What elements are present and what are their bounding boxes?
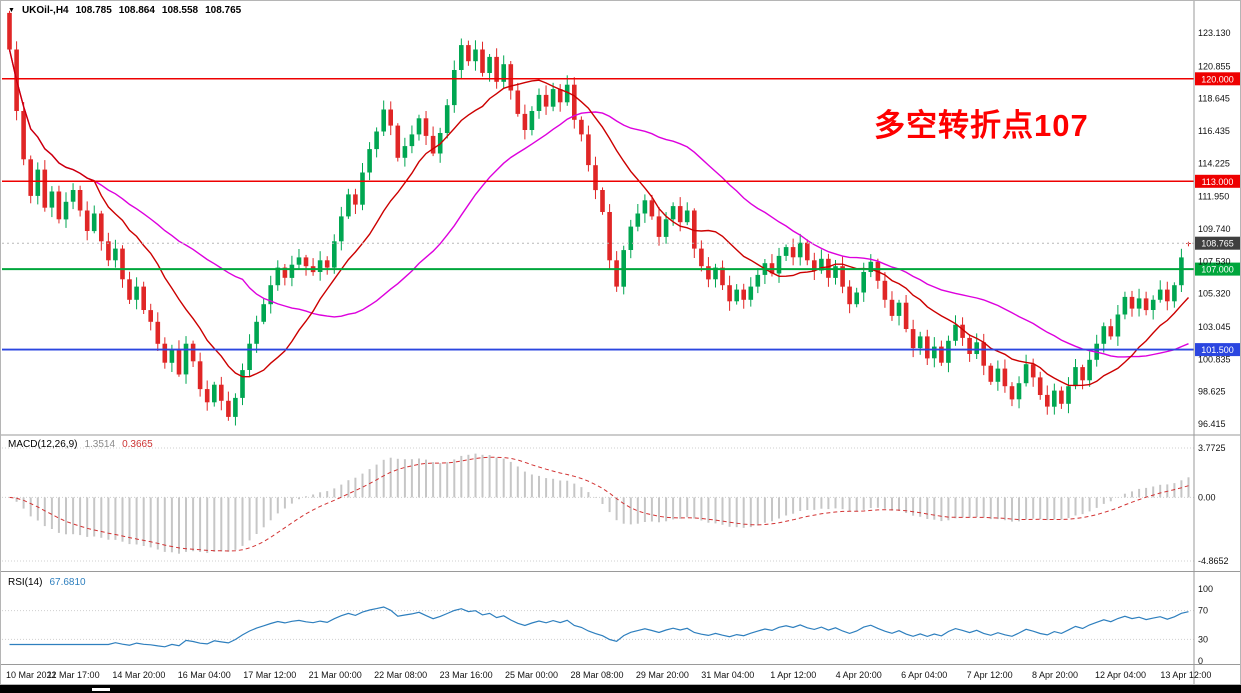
- rsi-axis-label: 0: [1198, 656, 1203, 666]
- annotation-text: 多空转折点107: [874, 108, 1089, 143]
- svg-text:107.000: 107.000: [1201, 265, 1234, 275]
- time-axis-label: 11 Mar 17:00: [47, 670, 99, 680]
- price-tag: 107.000: [1195, 262, 1240, 276]
- ohlc-high: 108.864: [118, 5, 155, 16]
- price-tag: 108.765: [1195, 236, 1240, 250]
- ohlc-low: 108.558: [161, 5, 199, 16]
- price-axis-label: 114.225: [1198, 158, 1230, 168]
- price-axis-label: 120.855: [1198, 61, 1231, 71]
- taskbar[interactable]: [0, 685, 1241, 693]
- price-tag: 113.000: [1195, 174, 1240, 188]
- taskbar-indicator-icon: [92, 688, 110, 691]
- time-axis-label: 23 Mar 16:00: [440, 670, 493, 680]
- svg-text:108.765: 108.765: [1201, 239, 1234, 249]
- price-axis-label: 123.130: [1198, 28, 1231, 38]
- rsi-line: [9, 606, 1189, 648]
- price-axis-label: 96.415: [1198, 419, 1226, 429]
- rsi-axis-label: 30: [1198, 634, 1208, 644]
- svg-text:101.500: 101.500: [1201, 345, 1234, 355]
- rsi-value: 67.6810: [49, 577, 86, 588]
- macd-signal-line: [9, 456, 1189, 552]
- time-axis-label: 7 Apr 12:00: [967, 670, 1013, 680]
- moving-average-line: [8, 49, 1189, 358]
- price-axis-label: 116.435: [1198, 126, 1230, 136]
- time-axis-label: 6 Apr 04:00: [901, 670, 947, 680]
- macd-axis-label: 0.00: [1198, 492, 1216, 502]
- time-axis-label: 12 Apr 04:00: [1095, 670, 1146, 680]
- ohlc-open: 108.785: [75, 5, 112, 16]
- price-axis-label: 111.950: [1198, 192, 1229, 202]
- ohlc-close: 108.765: [205, 5, 242, 16]
- time-axis-label: 16 Mar 04:00: [178, 670, 231, 680]
- macd-axis-label: -4.8652: [1198, 556, 1229, 566]
- time-axis-label: 10 Mar 2022: [6, 670, 57, 680]
- time-axis-label: 31 Mar 04:00: [701, 670, 754, 680]
- price-tag: 120.000: [1195, 72, 1240, 86]
- rsi-label-text: RSI(14): [8, 577, 43, 588]
- rsi-axis-label: 70: [1198, 606, 1208, 616]
- time-axis-label: 25 Mar 00:00: [505, 670, 558, 680]
- rsi-indicator-label: RSI(14) 67.6810: [8, 577, 86, 588]
- time-axis-label: 8 Apr 20:00: [1032, 670, 1078, 680]
- main-chart-panel: [2, 10, 1194, 426]
- price-axis-label: 100.835: [1198, 354, 1231, 364]
- chart-menu-arrow-icon[interactable]: ▼: [8, 7, 15, 14]
- time-axis-label: 13 Apr 12:00: [1160, 670, 1211, 680]
- price-axis-label: 118.645: [1198, 94, 1230, 104]
- macd-main-value: 1.3514: [84, 439, 116, 450]
- price-axis-label: 98.625: [1198, 387, 1226, 397]
- chart-header: ▼ UKOil-,H4 108.785 108.864 108.558 108.…: [8, 5, 241, 16]
- time-axis-label: 28 Mar 08:00: [570, 670, 623, 680]
- macd-axis-label: 3.7725: [1198, 443, 1226, 453]
- svg-text:120.000: 120.000: [1201, 74, 1234, 84]
- macd-signal-value: 0.3665: [122, 439, 153, 450]
- macd-indicator-label: MACD(12,26,9) 1.3514 0.3665: [8, 439, 153, 450]
- price-axis-label: 107.530: [1198, 256, 1231, 266]
- svg-text:113.000: 113.000: [1202, 177, 1234, 187]
- price-axis-label: 103.045: [1198, 322, 1231, 332]
- rsi-axis-label: 100: [1198, 584, 1213, 594]
- macd-label-text: MACD(12,26,9): [8, 439, 78, 450]
- macd-panel: 3.7725 0.00 -4.8652: [2, 443, 1229, 566]
- price-tag: 101.500: [1195, 343, 1240, 357]
- time-axis-label: 17 Mar 12:00: [243, 670, 296, 680]
- price-axis-label: 109.740: [1198, 224, 1231, 234]
- rsi-panel: 100 70 30 0: [2, 584, 1213, 666]
- time-axis-label: 21 Mar 00:00: [309, 670, 362, 680]
- candles-layer: [7, 10, 1191, 426]
- time-axis-label: 1 Apr 12:00: [770, 670, 816, 680]
- time-axis-label: 4 Apr 20:00: [836, 670, 882, 680]
- price-axis-label: 105.320: [1198, 289, 1231, 299]
- chart-symbol-timeframe: UKOil-,H4: [21, 5, 69, 16]
- time-axis-label: 14 Mar 20:00: [112, 670, 165, 680]
- time-axis-label: 29 Mar 20:00: [636, 670, 689, 680]
- time-axis-label: 22 Mar 08:00: [374, 670, 427, 680]
